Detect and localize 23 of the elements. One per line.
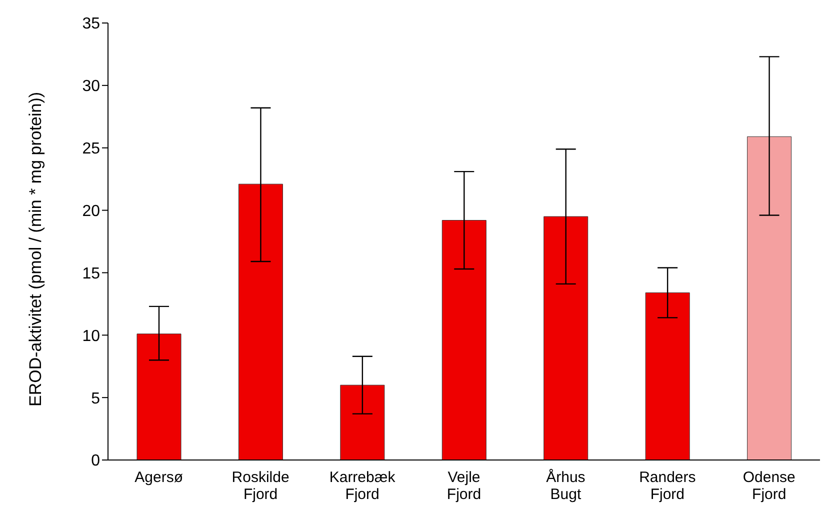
x-tick-label: Vejle Fjord bbox=[446, 469, 482, 503]
bar bbox=[747, 136, 792, 460]
y-tick-label: 15 bbox=[82, 265, 100, 282]
y-tick-label: 0 bbox=[91, 452, 100, 470]
y-tick-label: 30 bbox=[82, 78, 100, 96]
x-tick-label: Århus Bugt bbox=[546, 468, 586, 503]
y-tick-label: 25 bbox=[82, 140, 100, 158]
bar bbox=[645, 292, 690, 460]
y-tick-label: 35 bbox=[82, 16, 100, 33]
y-tick-label: 10 bbox=[82, 328, 100, 345]
bar bbox=[544, 216, 588, 460]
y-tick-label: 5 bbox=[91, 390, 100, 408]
x-tick-label: Randers Fjord bbox=[639, 469, 696, 503]
x-tick-label: Odense Fjord bbox=[742, 469, 796, 503]
bar bbox=[442, 220, 486, 460]
y-axis-title: EROD-aktivitet (pmol / (min * mg protein)) bbox=[26, 92, 46, 406]
y-tick-label: 20 bbox=[82, 202, 100, 220]
bar bbox=[238, 184, 283, 460]
x-tick-label: Karrebæk Fjord bbox=[329, 469, 396, 503]
bar bbox=[136, 334, 182, 460]
x-tick-label: Agersø bbox=[134, 469, 184, 486]
bar bbox=[340, 384, 385, 460]
x-tick-label: Roskilde Fjord bbox=[232, 469, 290, 503]
